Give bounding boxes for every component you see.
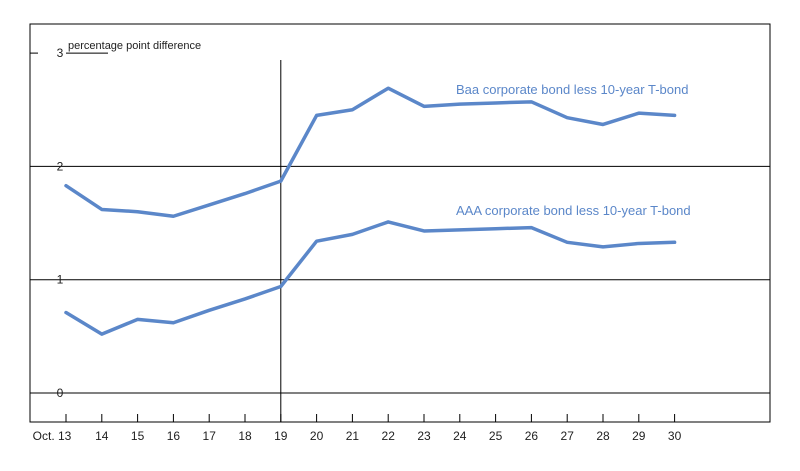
data-point bbox=[64, 184, 68, 187]
y-axis: 0 1 2 3 bbox=[57, 46, 64, 400]
x-tick-label: 30 bbox=[668, 429, 682, 443]
data-point bbox=[100, 332, 104, 336]
data-point bbox=[315, 239, 318, 243]
data-point bbox=[136, 318, 139, 321]
x-tick-label: 27 bbox=[561, 429, 575, 443]
x-axis: Oct. 13 14 15 16 17 18 19 20 21 22 23 24 25 26 27 28 29 3… bbox=[33, 414, 682, 443]
data-point bbox=[208, 309, 211, 312]
data-point bbox=[566, 116, 569, 119]
data-point bbox=[243, 192, 247, 195]
x-tick-label: 16 bbox=[167, 429, 181, 443]
data-point bbox=[315, 114, 318, 117]
data-point bbox=[387, 87, 390, 90]
series-label: AAA corporate bond less 10-year T-bond bbox=[456, 203, 691, 218]
data-point bbox=[494, 227, 497, 230]
data-point bbox=[458, 228, 461, 232]
x-tick-label: 17 bbox=[203, 429, 217, 443]
data-point bbox=[601, 245, 605, 249]
data-point bbox=[387, 220, 390, 224]
gridlines bbox=[30, 52, 770, 394]
x-tick-label: 18 bbox=[238, 429, 252, 443]
data-point bbox=[494, 101, 497, 105]
x-tick-label: 25 bbox=[489, 429, 503, 443]
series-labels: Baa corporate bond less 10-year T-bond AA… bbox=[456, 82, 691, 218]
data-point bbox=[422, 105, 426, 108]
data-point bbox=[351, 108, 354, 111]
data-point bbox=[100, 208, 104, 211]
series-label: Baa corporate bond less 10-year T-bond bbox=[456, 82, 688, 97]
y-tick-label: 0 bbox=[57, 386, 64, 400]
data-point bbox=[172, 321, 175, 324]
x-tick-label: 22 bbox=[382, 429, 396, 443]
data-point bbox=[243, 297, 247, 301]
series-lines bbox=[64, 86, 677, 336]
y-axis-label: percentage point difference bbox=[68, 40, 201, 52]
data-point bbox=[530, 226, 533, 229]
series-line bbox=[64, 220, 677, 336]
x-tick-label: 24 bbox=[453, 429, 467, 443]
x-tick-label: 14 bbox=[95, 429, 109, 443]
y-tick-label: 2 bbox=[57, 159, 64, 173]
data-point bbox=[64, 311, 68, 314]
x-tick-label: 19 bbox=[274, 429, 288, 443]
x-tick-label: 15 bbox=[131, 429, 145, 443]
data-point bbox=[279, 179, 282, 183]
data-point bbox=[208, 203, 211, 207]
data-point bbox=[422, 229, 426, 233]
data-point bbox=[351, 233, 354, 236]
data-point bbox=[637, 111, 640, 115]
x-tick-label: 23 bbox=[417, 429, 431, 443]
data-point bbox=[673, 114, 676, 117]
y-tick-label: 1 bbox=[57, 273, 64, 287]
series-line bbox=[64, 86, 677, 219]
x-tick-label: 28 bbox=[596, 429, 610, 443]
data-point bbox=[601, 123, 605, 126]
x-tick-label: 29 bbox=[632, 429, 646, 443]
data-point bbox=[530, 100, 533, 104]
x-tick-label: 26 bbox=[525, 429, 539, 443]
plot-frame bbox=[29, 23, 771, 423]
data-point bbox=[279, 285, 282, 288]
x-tick-label: 21 bbox=[346, 429, 360, 443]
data-point bbox=[172, 215, 175, 218]
x-tick-label: 20 bbox=[310, 429, 324, 443]
data-point bbox=[136, 210, 139, 213]
data-point bbox=[458, 102, 461, 106]
data-point bbox=[637, 242, 640, 245]
data-point bbox=[566, 241, 569, 244]
y-tick-label: 3 bbox=[57, 46, 64, 60]
data-point bbox=[673, 241, 676, 244]
x-tick-label: Oct. 13 bbox=[33, 429, 72, 443]
